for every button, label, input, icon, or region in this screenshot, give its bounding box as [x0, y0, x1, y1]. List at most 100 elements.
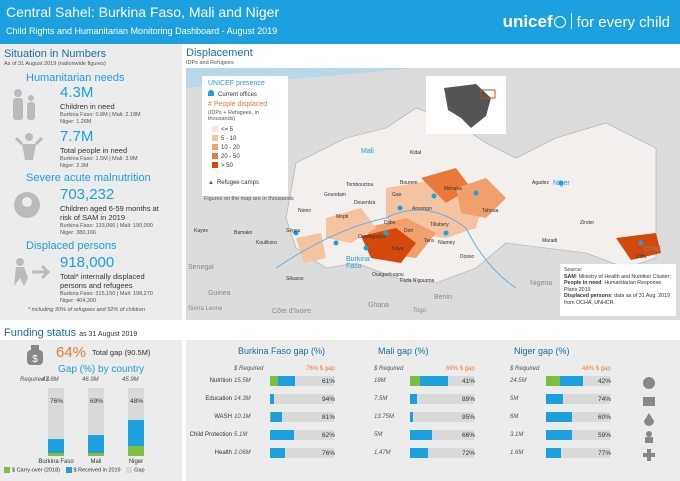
sector-required: 1.47M [374, 450, 391, 456]
map-city-tahoua: Tahoua [482, 208, 499, 214]
sector-row-label: WASH [214, 414, 232, 420]
sam-label1: Children aged 6-59 months at [60, 204, 159, 213]
child-protection-icon [645, 431, 653, 443]
people-need-detail2: Niger: 2.3M [60, 163, 89, 169]
sector-required-label: $ Required [510, 366, 540, 372]
sector-gap-bar [546, 394, 610, 404]
source-sam: SAM: Ministry of Health and Nutrition Cl… [564, 273, 671, 280]
displaced-value: 918,000 [60, 254, 115, 271]
sector-received-bar [270, 394, 274, 404]
sector-carryover-bar [270, 376, 278, 386]
sector-gap-pct: 42% [598, 378, 612, 385]
page-title: Central Sahel: Burkina Faso, Mali and Ni… [6, 4, 280, 20]
map-city-ouaga: Ouagadougou [372, 272, 404, 278]
sector-gap-pct: 94% [322, 396, 336, 403]
map-city-niono: Niono [298, 208, 312, 214]
displacement-subtitle: IDPs and Refugees [186, 60, 234, 66]
funding-title-text: Funding status [4, 327, 77, 339]
required-label: Required $ [20, 377, 50, 383]
sector-carryover-bar [410, 376, 420, 386]
map-city-ansongo: Ansongo [412, 206, 432, 212]
sector-row-label: Child Protection [189, 432, 232, 438]
sector-gap-bar [410, 412, 474, 422]
map-city-sikasso: Sikasso [286, 276, 304, 282]
displaced-title: Displaced persons [26, 240, 117, 252]
map-city-fada: Fada N'gourma [400, 278, 435, 284]
header-banner: Central Sahel: Burkina Faso, Mali and Ni… [0, 0, 680, 44]
country-carryover-bar [128, 446, 144, 456]
sector-received-bar [410, 430, 432, 440]
legend-displaced-note1: (IDPs + Refugees, in [208, 110, 259, 116]
health-icon [643, 449, 655, 461]
wash-icon [644, 413, 654, 426]
page-subtitle: Child Rights and Humanitarian Monitoring… [6, 26, 278, 36]
sector-gap-pct: 62% [322, 432, 336, 439]
map-label-chad: Chad [644, 246, 661, 253]
sector-required: 6M [510, 414, 519, 420]
children-family-icon [13, 89, 35, 120]
map-city-kayes: Kayes [194, 228, 208, 234]
sector-gap-pct: 77% [598, 450, 612, 457]
sector-gap-panel: Burkina Faso gap (%) $ Required 76% $ gap N… [186, 340, 680, 481]
sector-gap-pct: 61% [322, 378, 336, 385]
map-city-tombouctou: Tombouctou [346, 182, 374, 188]
sector-gap-label: 48% $ gap [582, 366, 611, 372]
sector-received-bar [270, 448, 285, 458]
map-city-tillabery: Tillabery [430, 222, 449, 228]
sector-gap-pct: 41% [462, 378, 476, 385]
sector-received-bar [546, 412, 572, 422]
by-country-title: Gap (%) by country [58, 364, 145, 375]
country-gap-pct: 69% [90, 398, 104, 405]
sector-received-bar [546, 394, 563, 404]
map-canvas [186, 68, 680, 320]
map-label-niger: Niger [553, 180, 570, 187]
sector-required: 5M [510, 396, 519, 402]
sector-gap-bar [410, 448, 474, 458]
legend-bin-1: 5 - 10 [212, 135, 240, 144]
map-label-mali: Mali [361, 148, 374, 155]
situation-panel: Situation in Numbers As of 31 August 201… [0, 44, 182, 320]
children-need-value: 4.3M [60, 84, 94, 101]
sector-carryover-bar [270, 412, 271, 422]
map-city-ouahigouya: Ouahigouya [358, 234, 385, 240]
total-gap-label: Total gap (90.5M) [92, 348, 151, 357]
sector-received-bar [278, 376, 295, 386]
displaced-label2: persons and refugees [60, 281, 133, 290]
map-city-djibo: Djibo [384, 220, 396, 226]
sam-title: Severe acute malnutrition [26, 172, 151, 184]
sector-required: 15.5M [234, 378, 251, 384]
funding-title: Funding status as 31 August 2019 [4, 327, 137, 339]
baby-icon [14, 192, 40, 218]
country-gap-pct: 76% [50, 398, 64, 405]
map-city-kidal: Kidal [410, 150, 422, 156]
funding-country-panel: $ 64% Total gap (90.5M) Gap (%) by count… [0, 340, 182, 481]
sector-required: 1.6M [510, 450, 524, 456]
country-name: Burkina Faso [38, 459, 74, 465]
sector-received-bar [271, 412, 282, 422]
sector-gap-pct: 95% [462, 414, 476, 421]
map-figures-note: Figures on the map are in thousands [204, 196, 294, 202]
svg-text:$: $ [32, 354, 38, 365]
displaced-note: * including 30% of refugees and 52% of c… [28, 307, 146, 313]
sector-gap-pct: 81% [322, 414, 336, 421]
sector-gap-pct: 74% [598, 396, 612, 403]
source-label: Source: [564, 267, 583, 273]
sector-received-bar [410, 448, 428, 458]
people-need-label: Total people in need [60, 146, 128, 155]
country-received-bar [48, 439, 64, 453]
map-city-menaka: Ménaka [444, 186, 462, 192]
globe-icon [553, 16, 566, 28]
sector-carryover-bar [546, 376, 560, 386]
legend-offices-label: Current offices [218, 92, 257, 98]
money-bag-icon: $ [27, 345, 43, 365]
sector-received-bar [560, 376, 583, 386]
country-gap-pct: 48% [130, 398, 144, 405]
sector-required: 2.06M [234, 450, 251, 456]
total-gap-pct: 64% [56, 344, 87, 361]
sector-required: 3.1M [510, 432, 524, 438]
map-city-goundam: Goundam [324, 192, 346, 198]
sector-gap-pct: 66% [462, 432, 476, 439]
sector-required: 7.5M [374, 396, 388, 402]
source-pin: People in need: Humanitarian Response Pl… [564, 280, 662, 293]
country-required: 45.9M [122, 377, 139, 383]
